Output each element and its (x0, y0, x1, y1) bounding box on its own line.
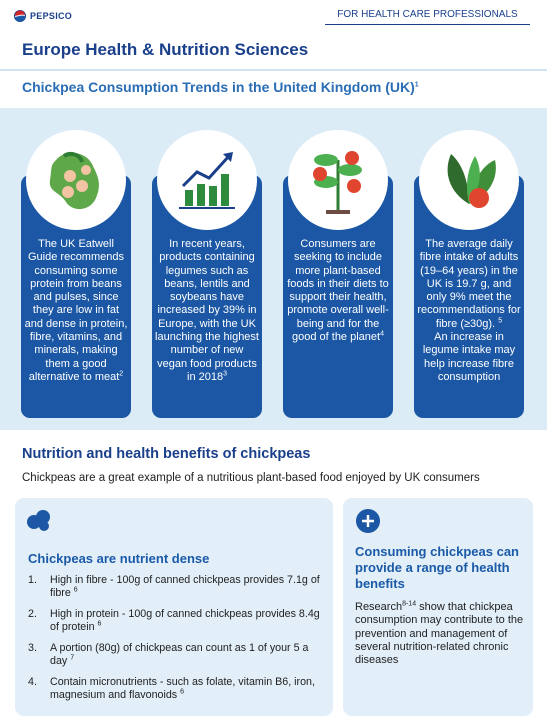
icon-circle (288, 130, 388, 230)
card-body: The UK Eatwell Guide recommends consumin… (24, 238, 128, 383)
audience-tag: FOR HEALTH CARE PROFESSIONALS (325, 9, 530, 25)
logo: PEPSICO (14, 10, 72, 22)
footnote-ref: 6 (73, 585, 78, 593)
footnote-ref: 6 (97, 619, 102, 627)
list-marker: 2. (28, 608, 37, 620)
box-body: show that chickpea consumption may contr… (355, 601, 524, 667)
icon-circle (419, 130, 519, 230)
section-intro: Chickpeas are a great example of a nutri… (22, 472, 480, 484)
card-text: The UK Eatwell Guide recommends consumin… (24, 238, 128, 384)
list-text: High in protein - 100g of canned chickpe… (50, 608, 323, 633)
chickpea-icon (27, 510, 50, 531)
icon-circle (26, 130, 126, 230)
box-lead: Research (355, 601, 403, 613)
footnote-ref: 1 (414, 81, 419, 89)
plant-icon (313, 151, 362, 214)
list-text: A portion (80g) of chickpeas can count a… (50, 642, 323, 667)
item-text: Contain micronutrients - such as folate,… (50, 676, 315, 701)
list-item: 1. High in fibre - 100g of canned chickpe… (28, 574, 323, 599)
subtitle: Chickpea Consumption Trends in the Unite… (22, 79, 419, 95)
list-item: 2. High in protein - 100g of canned chick… (28, 608, 323, 633)
beans-icon (49, 152, 99, 210)
box-title: Consuming chickpeas can provide a range … (355, 544, 519, 591)
item-text: High in protein - 100g of canned chickpe… (50, 608, 320, 633)
icon-circle (157, 130, 257, 230)
card-text: The average daily fibre intake of adults… (417, 238, 521, 384)
list-text: High in fibre - 100g of canned chickpeas… (50, 574, 323, 599)
card-body: In recent years, products containing leg… (155, 238, 259, 383)
plus-icon (356, 509, 380, 533)
growth-icon (179, 152, 235, 209)
list-marker: 1. (28, 574, 37, 586)
list-marker: 3. (28, 642, 37, 654)
footnote-ref: 7 (70, 653, 75, 661)
footnote-ref: 3 (223, 370, 227, 378)
subtitle-text: Chickpea Consumption Trends in the Unite… (22, 79, 415, 95)
section-heading: Nutrition and health benefits of chickpe… (22, 446, 311, 462)
leaves-icon (447, 154, 496, 208)
box-title: Chickpeas are nutrient dense (28, 551, 210, 566)
list-item: 3. A portion (80g) of chickpeas can count… (28, 642, 323, 667)
footnote-ref: 8-14 (402, 600, 417, 608)
item-text: High in fibre - 100g of canned chickpeas… (50, 574, 320, 599)
footnote-ref: 5 (498, 317, 503, 325)
footnote-ref: 6 (180, 687, 185, 695)
card-body: The average daily fibre intake of adults… (417, 238, 521, 330)
item-text: A portion (80g) of chickpeas can count a… (50, 642, 309, 667)
info-box (15, 498, 333, 716)
card-text: In recent years, products containing leg… (155, 238, 259, 384)
list-marker: 4. (28, 676, 37, 688)
divider (0, 69, 547, 71)
footnote-ref: 4 (380, 330, 384, 338)
footnote-ref: 2 (119, 370, 124, 378)
card-body: An increase in legume intake may help in… (422, 331, 516, 383)
nutrient-list: 1. High in fibre - 100g of canned chickpe… (28, 574, 323, 710)
list-item: 4. Contain micronutrients - such as folat… (28, 676, 323, 701)
list-text: Contain micronutrients - such as folate,… (50, 676, 323, 701)
box-text: Research8-14 show that chickpea consumpt… (355, 600, 527, 667)
logo-icon (14, 10, 26, 22)
logo-text: PEPSICO (30, 11, 73, 21)
card-body: Consumers are seeking to include more pl… (287, 238, 389, 344)
card-text: Consumers are seeking to include more pl… (286, 238, 390, 344)
page-title: Europe Health & Nutrition Sciences (22, 40, 309, 59)
info-box (343, 498, 533, 716)
